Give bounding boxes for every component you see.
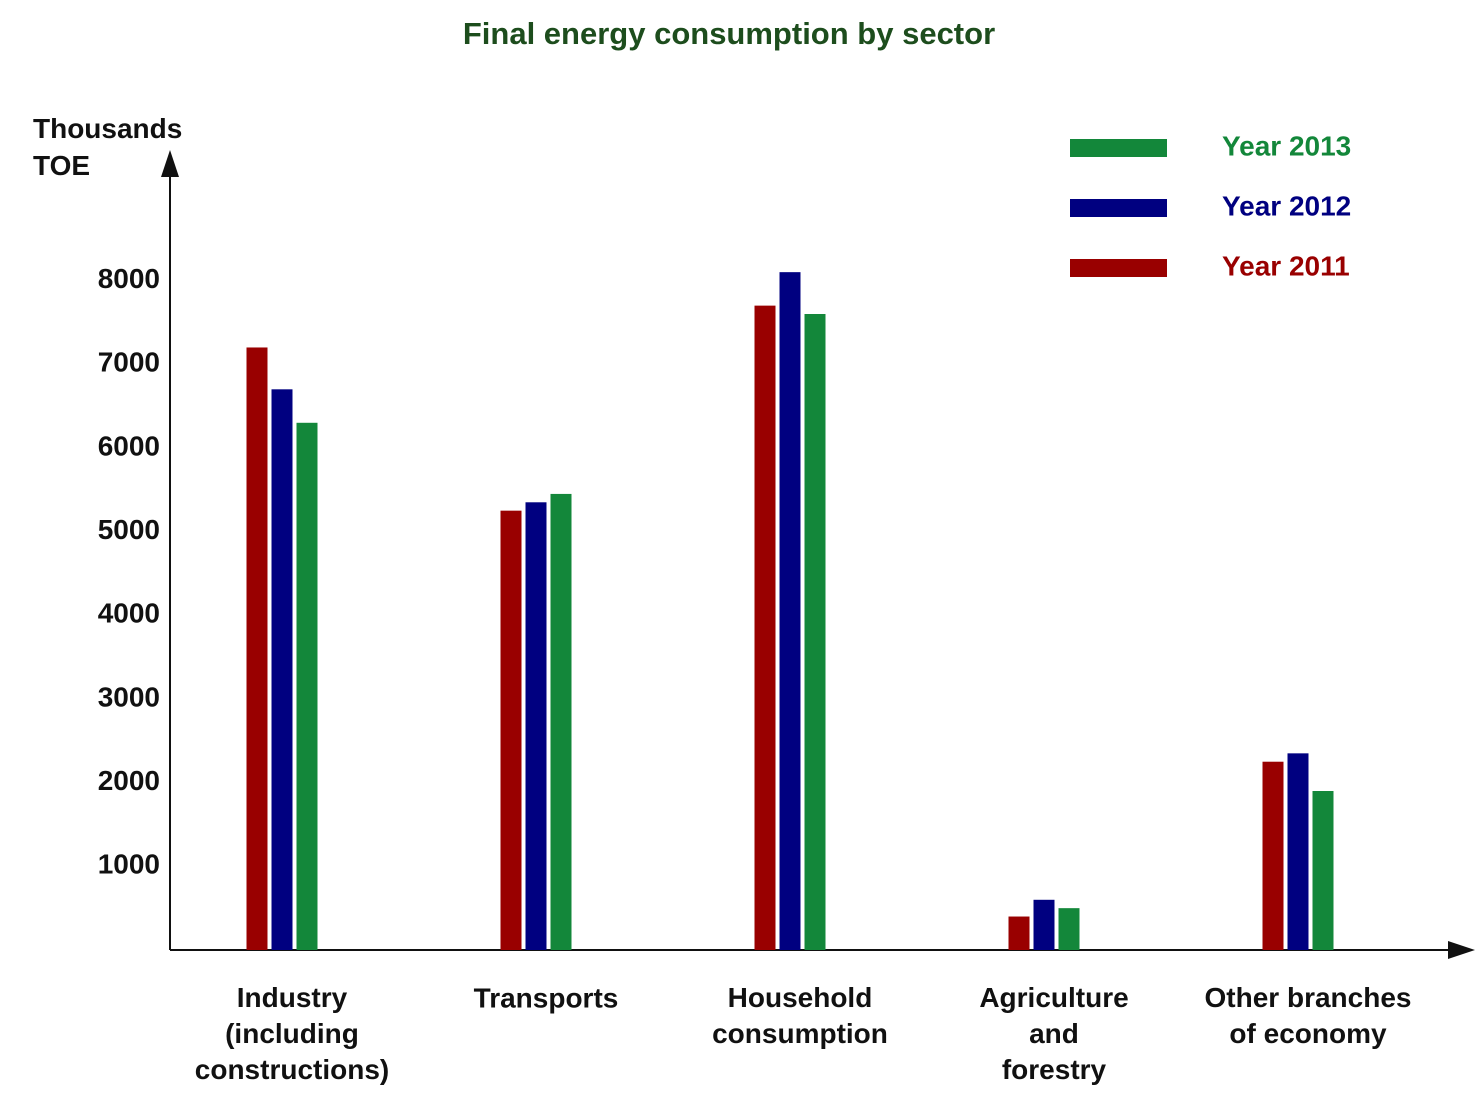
legend-swatch	[1070, 139, 1167, 157]
bar	[525, 502, 547, 950]
x-axis-arrow	[1448, 941, 1475, 959]
legend-label: Year 2013	[1222, 130, 1351, 161]
bar	[754, 305, 776, 950]
bar	[1008, 916, 1030, 950]
y-axis-label: Thousands TOE	[33, 113, 182, 181]
bar	[804, 314, 826, 950]
bar	[296, 422, 318, 951]
x-tick-label: Industry (including constructions)	[195, 982, 389, 1085]
y-tick-label: 1000	[98, 849, 160, 880]
bar	[1262, 761, 1284, 950]
bar	[271, 389, 293, 950]
bar	[1312, 791, 1334, 950]
y-axis-arrow	[161, 150, 179, 177]
y-tick-label: 7000	[98, 347, 160, 378]
y-tick-label: 2000	[98, 765, 160, 796]
bar	[1287, 753, 1309, 950]
bar	[550, 493, 572, 950]
y-tick-label: 5000	[98, 514, 160, 545]
legend-label: Year 2012	[1222, 190, 1351, 221]
legend-swatch	[1070, 199, 1167, 217]
bar	[1033, 899, 1055, 950]
bar	[500, 510, 522, 950]
y-tick-label: 4000	[98, 598, 160, 629]
y-tick-label: 8000	[98, 263, 160, 294]
legend-label: Year 2011	[1222, 250, 1350, 281]
legend-swatch	[1070, 259, 1167, 277]
x-tick-label: Other branches of economy	[1205, 982, 1412, 1049]
x-tick-label: Transports	[474, 982, 619, 1013]
y-tick-label: 6000	[98, 430, 160, 461]
y-tick-label: 3000	[98, 681, 160, 712]
x-tick-label: Agriculture and forestry	[979, 982, 1128, 1085]
x-tick-label: Household consumption	[712, 982, 888, 1049]
bar	[779, 272, 801, 950]
bar	[246, 347, 268, 950]
bar	[1058, 908, 1080, 950]
chart-title: Final energy consumption by sector	[463, 16, 995, 51]
